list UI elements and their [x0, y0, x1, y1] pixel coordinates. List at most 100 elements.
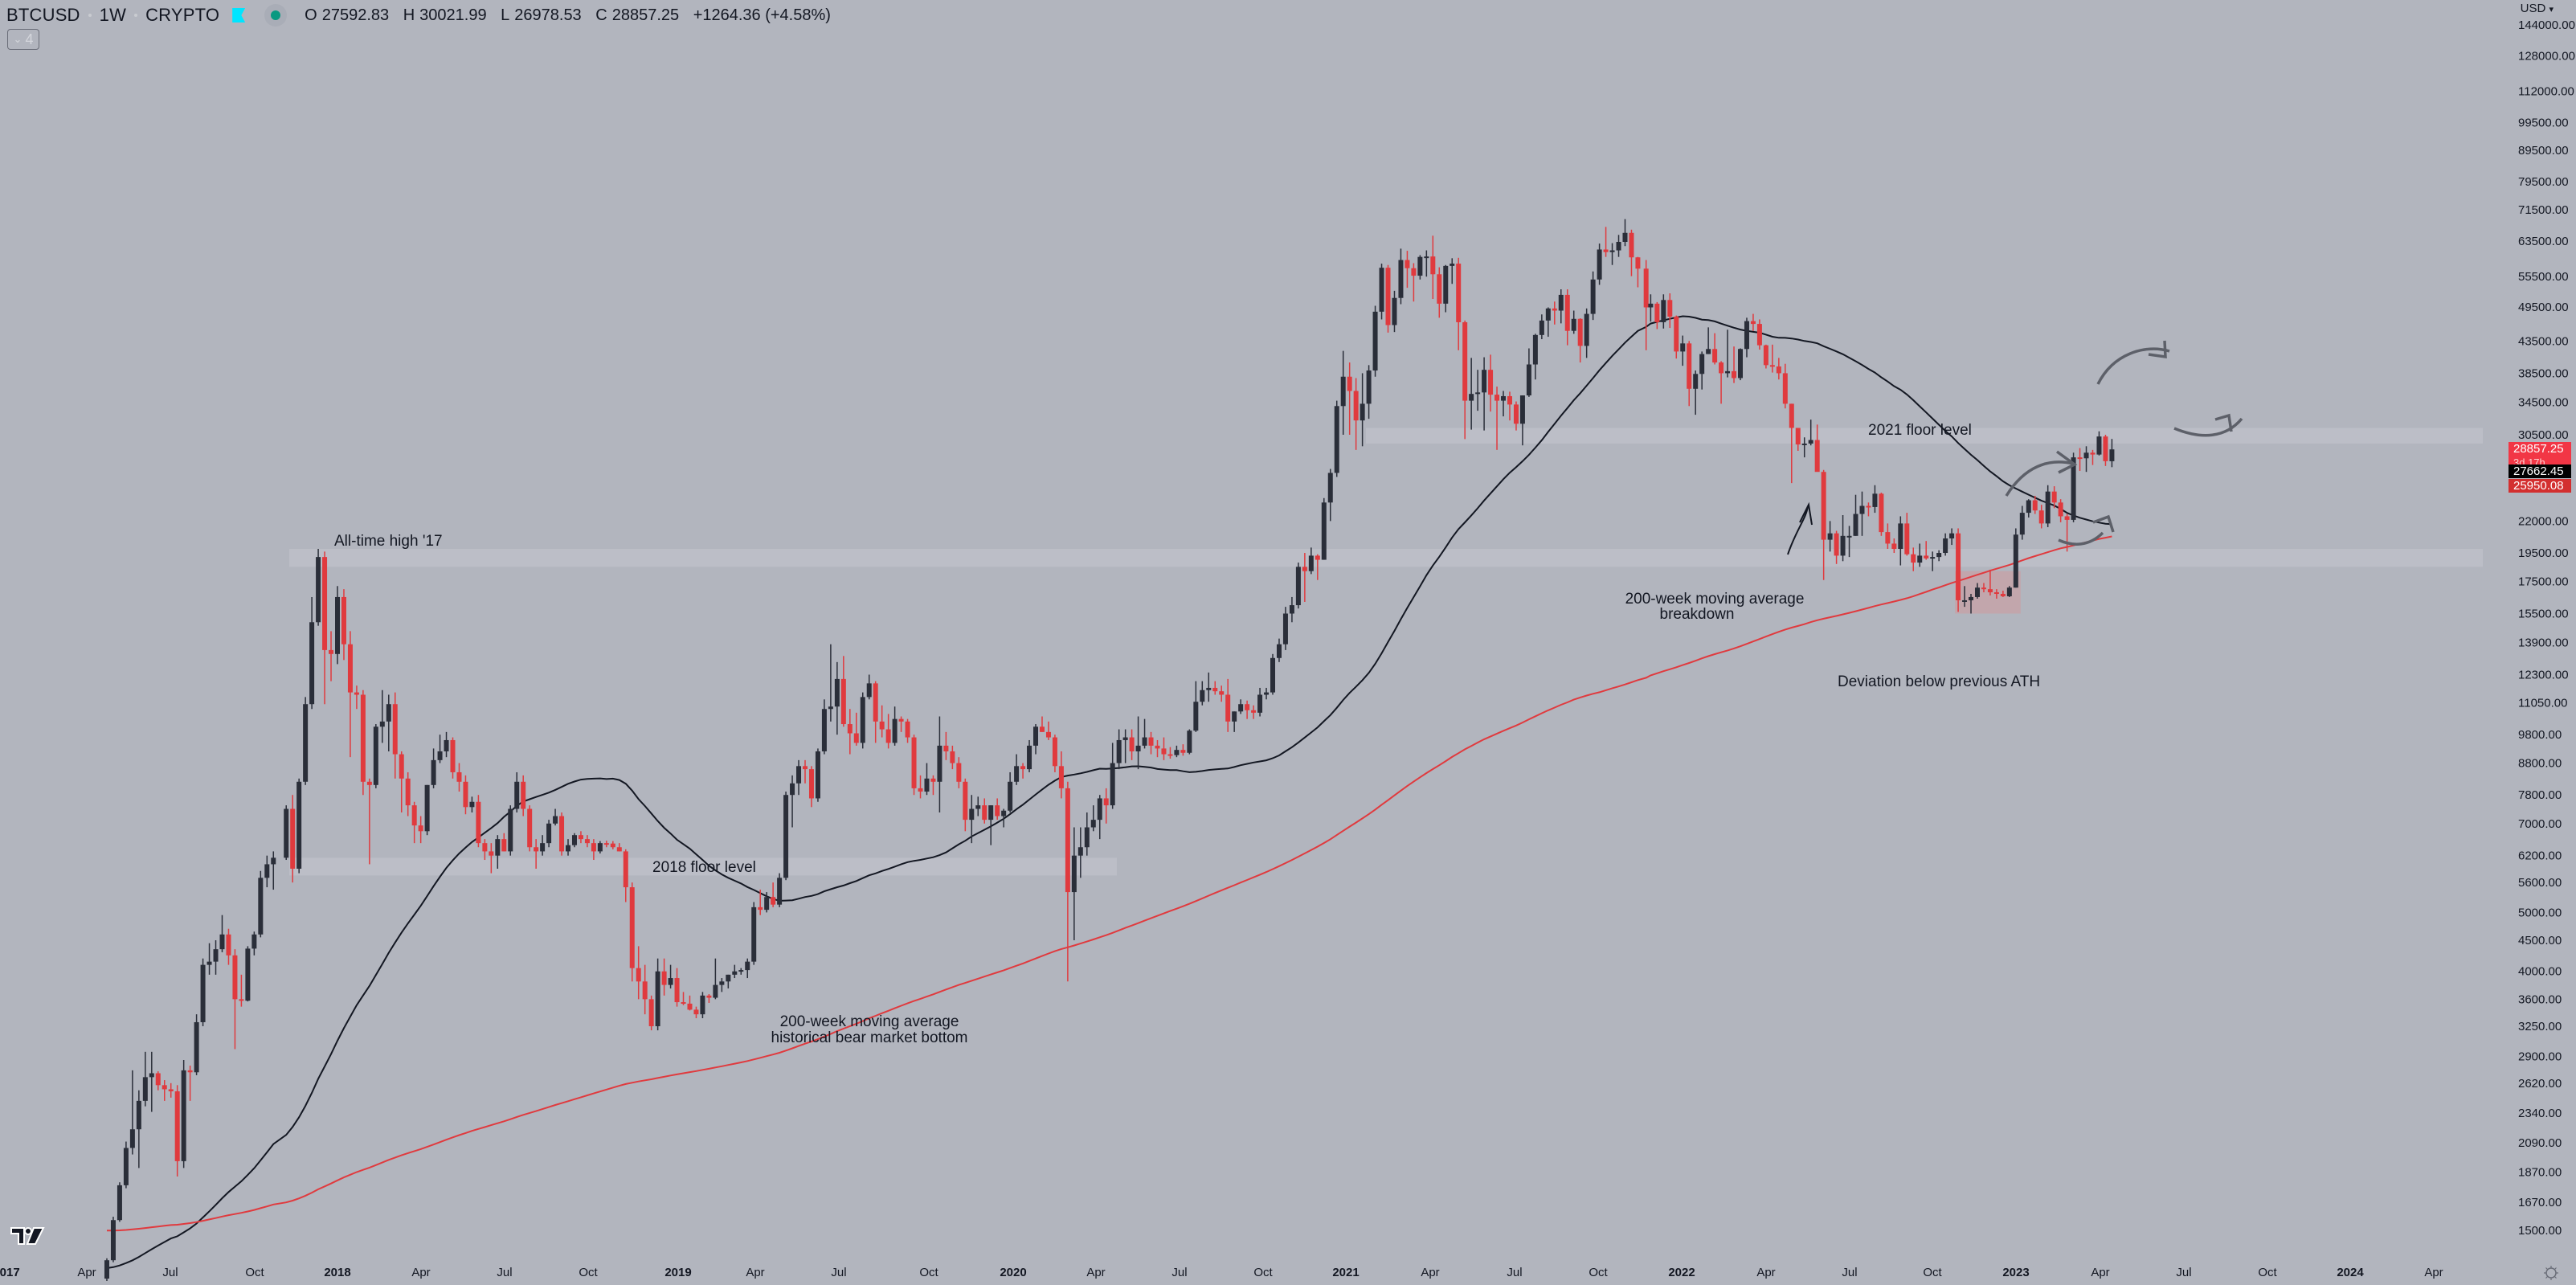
change-value: +1264.36 (+4.58%): [693, 6, 831, 24]
price-tick: 144000.00: [2518, 18, 2575, 32]
time-tick: Apr: [2424, 1266, 2443, 1279]
currency-selector[interactable]: USD ▾: [2521, 2, 2554, 15]
price-tag: 25950.08: [2509, 479, 2571, 493]
time-tick: Oct: [245, 1266, 264, 1279]
time-tick: Oct: [919, 1266, 938, 1279]
price-tick: 34500.00: [2518, 395, 2569, 409]
exchange-label: CRYPTO: [145, 5, 220, 25]
price-tick: 15500.00: [2518, 607, 2569, 620]
price-tick: 19500.00: [2518, 546, 2569, 560]
price-tick: 2900.00: [2518, 1050, 2562, 1063]
time-tick: Apr: [1421, 1266, 1439, 1279]
price-tick: 3250.00: [2518, 1020, 2562, 1033]
symbol-name[interactable]: BTCUSD: [6, 5, 80, 25]
price-tick: 43500.00: [2518, 334, 2569, 348]
annotation-floor-2021: 2021 floor level: [1868, 422, 1972, 439]
market-status-icon[interactable]: [264, 4, 288, 27]
annotation-ma-breakdown-line1: 200-week moving average: [1625, 591, 1805, 608]
price-tick: 128000.00: [2518, 50, 2575, 63]
time-tick: Jul: [2176, 1266, 2191, 1279]
price-tick: 4500.00: [2518, 934, 2562, 947]
time-tick: Jul: [1842, 1266, 1857, 1279]
price-axis[interactable]: 144000.00 128000.00 112000.00 99500.00 89500…: [2518, 18, 2575, 1238]
time-tick: Apr: [411, 1266, 430, 1279]
annotation-ma-bottom-line1: 200-week moving average: [780, 1013, 959, 1030]
price-tick: 7000.00: [2518, 817, 2562, 831]
price-tick: 3600.00: [2518, 992, 2562, 1006]
low-label: L: [501, 6, 510, 24]
price-tick: 8800.00: [2518, 757, 2562, 771]
candlesticks: [104, 219, 2115, 1281]
price-tick: 49500.00: [2518, 301, 2569, 314]
time-tick: 2019: [664, 1266, 691, 1279]
interval-label[interactable]: 1W: [99, 5, 127, 25]
price-tag: 27662.45: [2509, 464, 2571, 478]
annotation-ma-bottom-line2: historical bear market bottom: [771, 1029, 968, 1046]
arrow-icon: [1799, 501, 1813, 526]
close-label: C: [595, 6, 607, 24]
low-value: 26978.53: [514, 6, 582, 24]
price-tick: 1670.00: [2518, 1196, 2562, 1209]
currency-label: USD: [2520, 2, 2546, 15]
price-tick: 12300.00: [2518, 669, 2569, 682]
time-tick: 2023: [2002, 1266, 2029, 1279]
price-tick: 11050.00: [2518, 697, 2567, 710]
price-tick: 2090.00: [2518, 1136, 2562, 1150]
open-value: 27592.83: [321, 6, 390, 24]
separator-dot: [88, 14, 92, 17]
time-tick: Oct: [1589, 1266, 1608, 1279]
price-tick: 30500.00: [2518, 428, 2569, 442]
price-tick: 99500.00: [2518, 116, 2569, 129]
support-zone: [289, 549, 2483, 567]
arrow-icon: [2055, 450, 2078, 474]
horizontal-zones: [289, 428, 2483, 876]
arrow-icon: [2005, 460, 2074, 497]
gear-icon[interactable]: [2543, 1265, 2559, 1285]
annotation-floor-2018: 2018 floor level: [652, 859, 756, 876]
time-tick: Jul: [162, 1266, 178, 1279]
arrow-icon: [2058, 531, 2104, 546]
price-tick: 17500.00: [2518, 575, 2569, 589]
time-tick: Jul: [1507, 1266, 1522, 1279]
time-tick: Oct: [579, 1266, 598, 1279]
time-tick: Apr: [2091, 1266, 2109, 1279]
time-tick: Apr: [77, 1266, 96, 1279]
chevron-down-icon: ⌄: [13, 33, 22, 45]
price-tick: 1500.00: [2518, 1224, 2562, 1238]
ohlc-values: O 27592.83 H 30021.99 L 26978.53 C 28857.25 …: [305, 6, 836, 25]
time-tick: Jul: [1171, 1266, 1187, 1279]
chevron-down-icon: ▾: [2549, 5, 2554, 14]
price-tick: 1870.00: [2518, 1166, 2562, 1180]
symbol-legend: BTCUSD 1W CRYPTO O 27592.83 H 30021.99 L 26…: [6, 3, 836, 27]
annotation-deviation: Deviation below previous ATH: [1838, 673, 2040, 690]
chart-annotations: All-time high '17 2018 floor level 200-w…: [334, 422, 2040, 1046]
close-value: 28857.25: [611, 6, 680, 24]
price-tick: 89500.00: [2518, 144, 2569, 158]
arrow-icon: [1787, 505, 1809, 555]
price-tick: 4000.00: [2518, 965, 2562, 979]
arrow-drawings: [1787, 340, 2243, 555]
time-tick: Oct: [2258, 1266, 2277, 1279]
time-tick: 2024: [2337, 1266, 2364, 1279]
separator-dot: [134, 14, 138, 17]
price-tick: 22000.00: [2518, 514, 2569, 528]
time-tick: Apr: [1086, 1266, 1105, 1279]
open-label: O: [305, 6, 317, 24]
time-tick: Jul: [831, 1266, 846, 1279]
support-zone: [1366, 428, 2483, 444]
tradingview-logo-icon[interactable]: [10, 1226, 45, 1251]
price-tick: 6200.00: [2518, 849, 2562, 863]
time-tick: 2017: [0, 1266, 20, 1279]
indicators-collapse-button[interactable]: ⌄ 4: [7, 29, 39, 50]
price-tick: 13900.00: [2518, 636, 2569, 649]
flag-icon[interactable]: [232, 8, 246, 23]
time-tick: 2018: [324, 1266, 350, 1279]
time-tick: Oct: [1253, 1266, 1273, 1279]
time-tick: 2021: [1332, 1266, 1359, 1279]
time-axis[interactable]: 2017 Apr Jul Oct 2018 Apr Jul Oct 2019 Apr Jul Oct 2…: [0, 1266, 2443, 1279]
arrow-icon: [2214, 413, 2233, 432]
price-tick: 63500.00: [2518, 235, 2569, 248]
time-tick: Oct: [1923, 1266, 1942, 1279]
price-tick: 5600.00: [2518, 876, 2562, 890]
